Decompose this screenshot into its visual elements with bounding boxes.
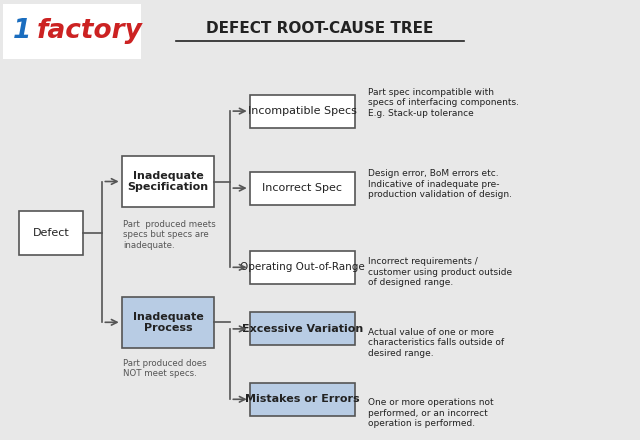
FancyBboxPatch shape [250,312,355,345]
Text: Actual value of one or more
characteristics falls outside of
desired range.: Actual value of one or more characterist… [368,328,504,358]
Text: Mistakes or Errors: Mistakes or Errors [245,394,360,404]
Text: Operating Out-of-Range: Operating Out-of-Range [240,262,365,272]
Text: Part spec incompatible with
specs of interfacing components.
E.g. Stack-up toler: Part spec incompatible with specs of int… [368,88,519,118]
FancyBboxPatch shape [250,95,355,128]
Text: Inadequate
Specification: Inadequate Specification [127,171,209,192]
FancyBboxPatch shape [122,156,214,207]
Text: Incompatible Specs: Incompatible Specs [248,106,357,116]
FancyBboxPatch shape [250,251,355,284]
FancyBboxPatch shape [250,172,355,205]
FancyBboxPatch shape [19,211,83,255]
Text: Excessive Variation: Excessive Variation [242,324,363,334]
Text: Incorrect Spec: Incorrect Spec [262,183,342,193]
Text: Defect: Defect [33,228,70,238]
Text: factory: factory [37,18,143,44]
FancyBboxPatch shape [3,4,141,59]
Text: Part produced does
NOT meet specs.: Part produced does NOT meet specs. [123,359,207,378]
Text: DEFECT ROOT-CAUSE TREE: DEFECT ROOT-CAUSE TREE [206,21,434,36]
Text: One or more operations not
performed, or an incorrect
operation is performed.: One or more operations not performed, or… [368,398,493,428]
FancyBboxPatch shape [122,297,214,348]
Text: Inadequate
Process: Inadequate Process [132,312,204,333]
Text: Design error, BoM errors etc.
Indicative of inadequate pre-
production validatio: Design error, BoM errors etc. Indicative… [368,169,512,199]
FancyBboxPatch shape [250,383,355,416]
Text: Incorrect requirements /
customer using product outside
of designed range.: Incorrect requirements / customer using … [368,257,512,287]
Text: 1: 1 [13,18,31,44]
Text: Part  produced meets
specs but specs are
inadequate.: Part produced meets specs but specs are … [123,220,216,250]
